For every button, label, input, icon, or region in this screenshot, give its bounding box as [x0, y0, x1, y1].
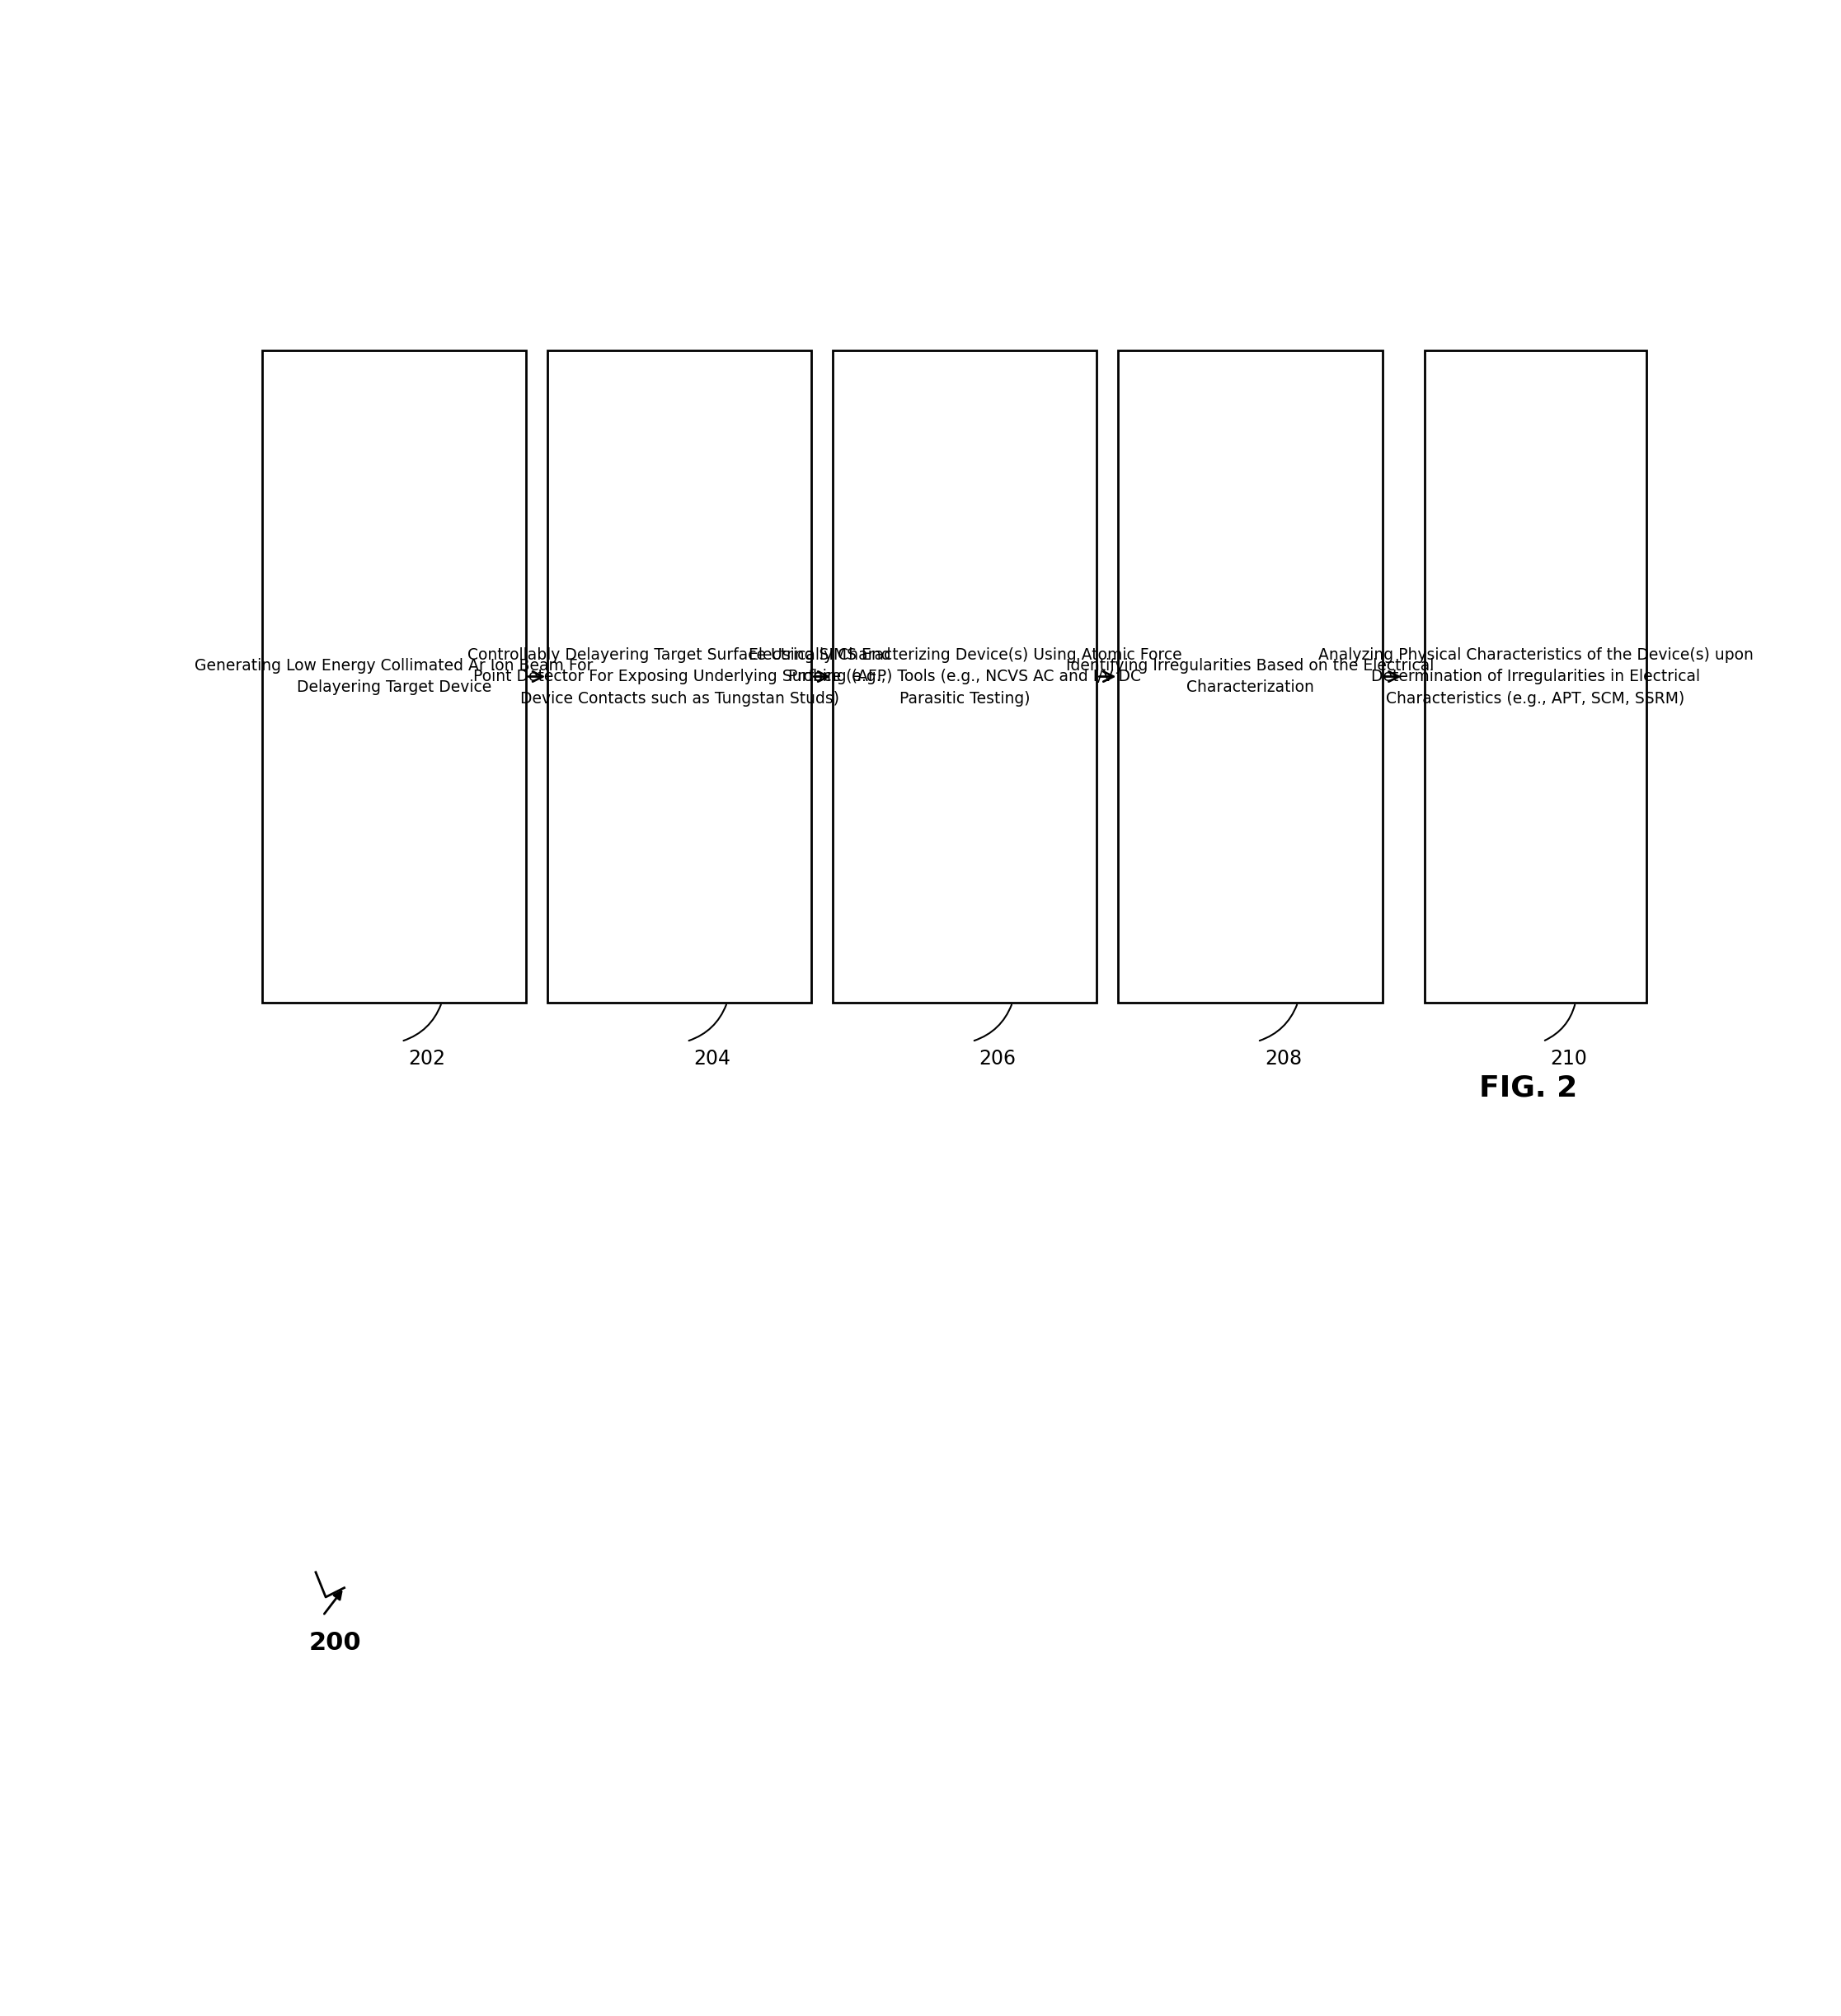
Text: Analyzing Physical Characteristics of the Device(s) upon
Determination of Irregu: Analyzing Physical Characteristics of th…: [1318, 647, 1753, 706]
FancyBboxPatch shape: [832, 351, 1097, 1002]
FancyBboxPatch shape: [1425, 351, 1646, 1002]
FancyBboxPatch shape: [547, 351, 812, 1002]
Text: Identifying Irregularities Based on the Electrical
Characterization: Identifying Irregularities Based on the …: [1066, 657, 1434, 696]
Text: 200: 200: [309, 1631, 361, 1655]
Text: 208: 208: [1265, 1048, 1302, 1068]
Text: Electrically Characterizing Device(s) Using Atomic Force
Probing (AFP) Tools (e.: Electrically Characterizing Device(s) Us…: [747, 647, 1182, 706]
Text: Controllably Delayering Target Surface Using SIMS End
Point Detector For Exposin: Controllably Delayering Target Surface U…: [468, 647, 891, 706]
Text: Generating Low Energy Collimated Ar Ion Beam For
Delayering Target Device: Generating Low Energy Collimated Ar Ion …: [195, 657, 593, 696]
FancyBboxPatch shape: [1117, 351, 1383, 1002]
Text: 206: 206: [979, 1048, 1016, 1068]
Text: FIG. 2: FIG. 2: [1480, 1075, 1578, 1103]
Text: 202: 202: [409, 1048, 446, 1068]
Text: 204: 204: [694, 1048, 731, 1068]
FancyBboxPatch shape: [261, 351, 527, 1002]
Text: 210: 210: [1550, 1048, 1587, 1068]
